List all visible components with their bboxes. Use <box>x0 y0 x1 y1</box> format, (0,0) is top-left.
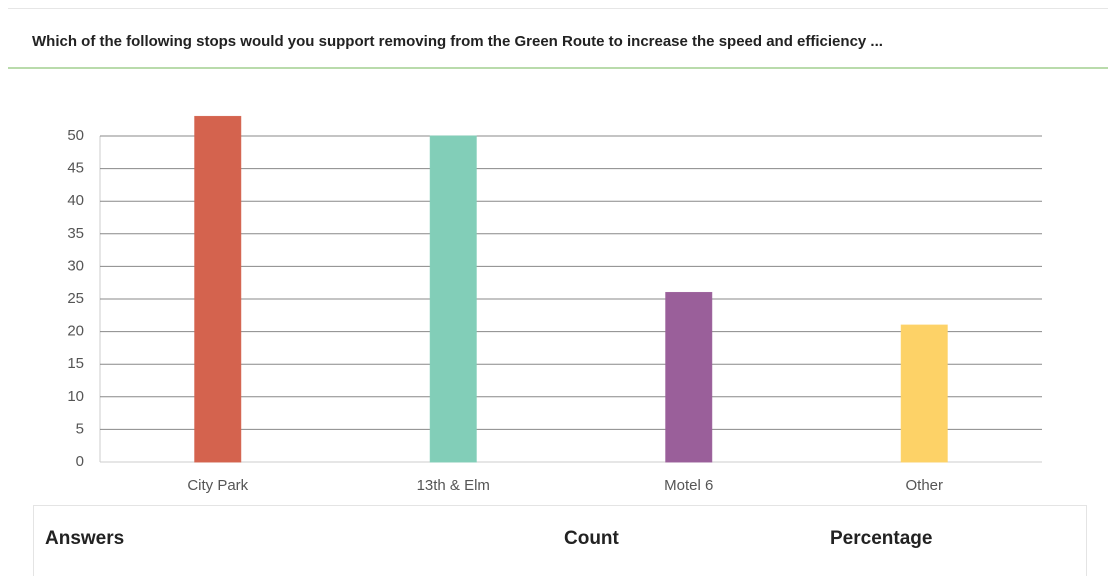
y-tick-label: 50 <box>67 127 84 144</box>
table-header: Answers <box>45 528 125 549</box>
table-header: Count <box>564 528 619 549</box>
x-tick-label: 13th & Elm <box>417 477 490 494</box>
bar <box>429 135 477 463</box>
y-tick-label: 25 <box>67 290 84 307</box>
chart: 0 5 10 15 20 25 30 35 40 45 50 City Park 13th & Elm M… <box>67 115 1042 494</box>
question-header: Which of the following stops would you s… <box>8 8 1108 69</box>
bar <box>665 291 713 463</box>
y-tick-label: 0 <box>76 453 84 470</box>
bar <box>194 115 242 463</box>
y-tick-label: 15 <box>67 355 84 372</box>
table-header: Percentage <box>830 528 933 549</box>
results-table: Answers Count Percentage <box>33 505 1087 576</box>
y-tick-label: 40 <box>67 192 84 209</box>
y-tick-label: 20 <box>67 323 84 340</box>
y-tick-label: 30 <box>67 257 84 274</box>
x-tick-label: Motel 6 <box>664 477 713 494</box>
x-tick-label: Other <box>905 477 943 494</box>
x-tick-label: City Park <box>187 477 248 494</box>
y-tick-label: 35 <box>67 225 84 242</box>
question-title: Which of the following stops would you s… <box>32 33 883 50</box>
y-tick-label: 45 <box>67 160 84 177</box>
y-tick-label: 5 <box>76 420 84 437</box>
bar <box>900 324 948 463</box>
y-tick-label: 10 <box>67 388 84 405</box>
